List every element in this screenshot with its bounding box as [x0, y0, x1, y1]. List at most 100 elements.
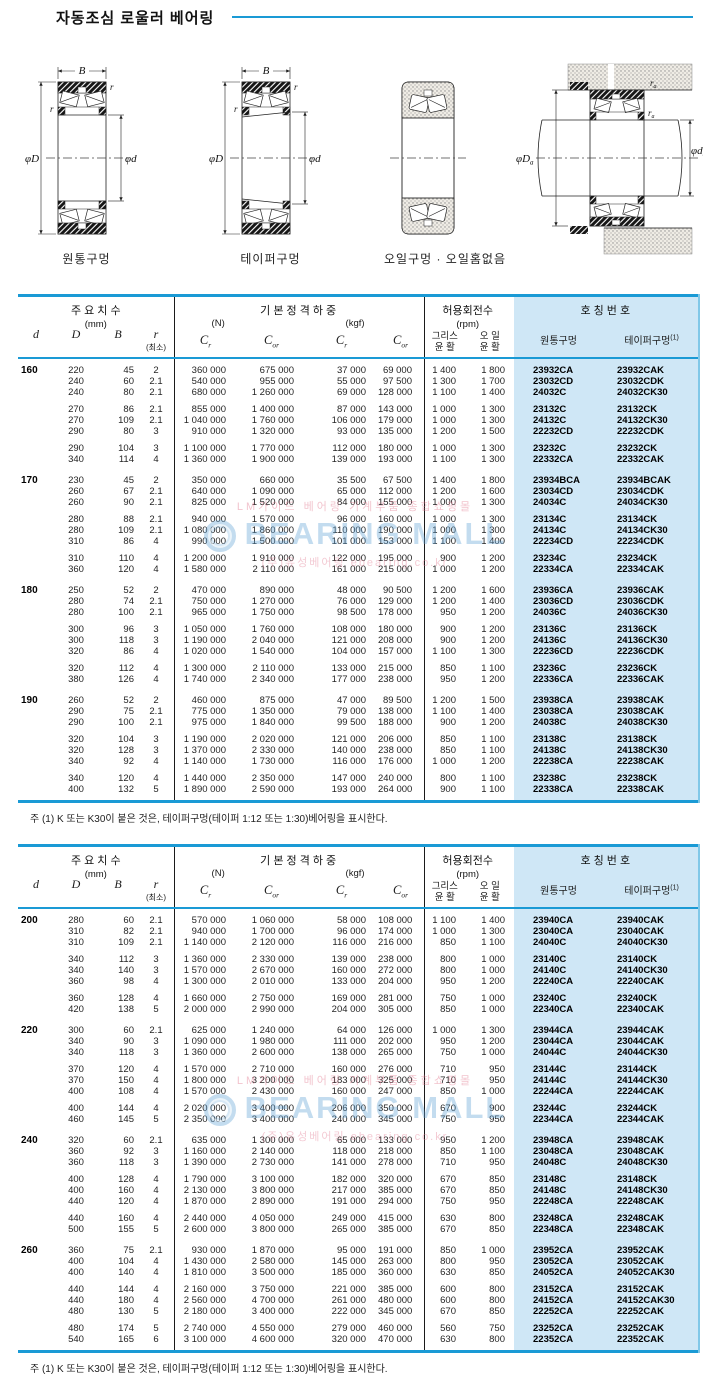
cell-tapered-bore-number: 23138CK — [617, 734, 658, 745]
cell-cr-n: 640 000 — [191, 486, 226, 497]
cell-tapered-bore-number: 22336CAK — [617, 674, 664, 685]
cell-cor-kgf: 350 000 — [378, 1103, 413, 1114]
cell-cr-n: 360 000 — [191, 365, 226, 376]
cell-grease-rpm: 1 100 — [432, 387, 456, 398]
cell-cor-kgf: 202 000 — [378, 1036, 413, 1047]
cell-chamfer-min: 3 — [153, 426, 159, 437]
cell-outer-diameter: 360 — [68, 993, 84, 1004]
cell-cr-kgf: 84 000 — [336, 497, 366, 508]
cell-cr-kgf: 185 000 — [331, 1267, 366, 1278]
spec-table-2: 주 요 치 수 (mm) d D B r (최소) 기 본 정 격 하 중 (N)… — [18, 844, 700, 1353]
cell-tapered-bore-number: 23048CAK — [617, 1146, 664, 1157]
cell-cylindrical-bore-number: 24034C — [533, 497, 567, 508]
cell-oil-rpm: 1 300 — [481, 497, 505, 508]
cell-chamfer-min: 3 — [153, 1157, 159, 1168]
row-block: 480 174 5 2 740 000 4 550 000 279 000 460 000 5… — [18, 1323, 698, 1345]
row-block: 160 220 45 2 360 000 675 000 37 000 69 000 1 400… — [18, 365, 698, 398]
cell-cr-kgf: 69 000 — [336, 387, 366, 398]
dim-label-ra: ra — [650, 78, 657, 90]
cell-cor-n: 1 760 000 — [251, 415, 294, 426]
bearing-row: 400 160 4 2 130 000 3 800 000 217 000 385 000 6… — [18, 1185, 698, 1196]
cell-cor-kgf: 320 000 — [378, 1174, 413, 1185]
cell-chamfer-min: 4 — [153, 1284, 159, 1295]
cell-cor-kgf: 90 500 — [382, 585, 412, 596]
cell-outer-diameter: 420 — [68, 1004, 84, 1015]
cell-cr-kgf: 193 000 — [331, 784, 366, 795]
cell-outer-diameter: 300 — [68, 635, 84, 646]
col-header-grease: 그리스 윤 활 — [431, 331, 458, 353]
cell-outer-diameter: 290 — [68, 426, 84, 437]
cell-outer-diameter: 400 — [68, 1174, 84, 1185]
cell-grease-rpm: 1 000 — [432, 564, 456, 575]
cell-oil-rpm: 1 200 — [481, 564, 505, 575]
cell-cor-kgf: 247 000 — [378, 1086, 413, 1097]
cell-cr-kgf: 206 000 — [331, 1103, 366, 1114]
cell-cr-n: 1 200 000 — [183, 553, 226, 564]
cell-cylindrical-bore-number: 24138C — [533, 745, 567, 756]
cell-oil-rpm: 1 800 — [481, 365, 505, 376]
page-header: 자동조심 로울러 베어링 — [0, 0, 703, 30]
cell-cor-kgf: 190 000 — [378, 525, 413, 536]
cell-cylindrical-bore-number: 23232C — [533, 443, 567, 454]
cell-cr-n: 940 000 — [191, 514, 226, 525]
cell-cylindrical-bore-number: 22252CA — [533, 1306, 574, 1317]
cell-tapered-bore-number: 23948CAK — [617, 1135, 664, 1146]
bearing-row: 260 67 2.1 640 000 1 090 000 65 000 112 000 1 2… — [18, 486, 698, 497]
cell-cor-n: 1 870 000 — [251, 1245, 294, 1256]
cell-cor-n: 2 040 000 — [251, 635, 294, 646]
cell-bore-diameter — [18, 706, 54, 717]
cell-tapered-bore-number: 23238CK — [617, 773, 658, 784]
cell-width: 114 — [118, 454, 134, 465]
cell-cr-n: 1 800 000 — [183, 1075, 226, 1086]
cell-cor-kgf: 195 000 — [378, 553, 413, 564]
cell-outer-diameter: 400 — [68, 784, 84, 795]
col-header-cr-n: Cr — [199, 332, 212, 350]
cell-outer-diameter: 440 — [68, 1196, 84, 1207]
cell-cor-n: 2 120 000 — [251, 937, 294, 948]
cell-cylindrical-bore-number: 24052CA — [533, 1267, 574, 1278]
cell-cylindrical-bore-number: 22336CA — [533, 674, 574, 685]
cell-tapered-bore-number: 23234CK — [617, 553, 658, 564]
cell-cr-n: 2 130 000 — [183, 1185, 226, 1196]
col-header-D: D — [71, 327, 81, 341]
header-basic-load-rating: 기 본 정 격 하 중 (N) (kgf) Cr Cor Cr Cor — [174, 297, 423, 357]
dim-label-B: B — [263, 65, 270, 77]
cell-oil-rpm: 850 — [489, 1267, 505, 1278]
cell-cr-kgf: 65 000 — [336, 486, 366, 497]
cell-tapered-bore-number: 24048CK30 — [617, 1157, 668, 1168]
bearing-row: 290 75 2.1 775 000 1 350 000 79 000 138 000 1 1… — [18, 706, 698, 717]
cell-outer-diameter: 480 — [68, 1306, 84, 1317]
row-block: 360 128 4 1 660 000 2 750 000 169 000 281 000 7… — [18, 993, 698, 1015]
cell-cylindrical-bore-number: 23936CA — [533, 585, 574, 596]
cell-bore-diameter — [18, 1075, 54, 1086]
cell-oil-rpm: 1 400 — [481, 706, 505, 717]
cell-bore-diameter — [18, 1224, 54, 1235]
cell-cr-n: 1 300 000 — [183, 976, 226, 987]
cell-bore-diameter — [18, 564, 54, 575]
cell-cylindrical-bore-number: 22238CA — [533, 756, 574, 767]
cell-cor-kgf: 294 000 — [378, 1196, 413, 1207]
cell-cor-n: 2 020 000 — [251, 734, 294, 745]
cell-grease-rpm: 950 — [440, 976, 456, 987]
dim-label-r: r — [110, 82, 114, 92]
cell-bore-diameter — [18, 1185, 54, 1196]
cell-tapered-bore-number: 23152CAK — [617, 1284, 664, 1295]
cell-bore-diameter — [18, 926, 54, 937]
cell-cor-n: 1 540 000 — [251, 646, 294, 657]
col-header-cylindrical-bore: 원통구멍 — [540, 336, 577, 347]
bearing-row: 310 110 4 1 200 000 1 910 000 122 000 195 000 9… — [18, 553, 698, 564]
cell-chamfer-min: 4 — [153, 536, 159, 547]
cell-oil-rpm: 850 — [489, 1185, 505, 1196]
cell-cr-kgf: 118 000 — [332, 1146, 366, 1157]
cell-bore-diameter — [18, 486, 54, 497]
cell-bore-diameter — [18, 1256, 54, 1267]
bearing-row: 320 104 3 1 190 000 2 020 000 121 000 206 000 8… — [18, 734, 698, 745]
page-title: 자동조심 로울러 베어링 — [56, 10, 215, 27]
cell-cor-n: 1 730 000 — [251, 756, 294, 767]
bearing-row: 240 320 60 2.1 635 000 1 300 000 65 000 133 000… — [18, 1135, 698, 1146]
cell-width: 180 — [118, 1295, 134, 1306]
cell-oil-rpm: 1 500 — [481, 426, 505, 437]
cell-width: 120 — [118, 1196, 134, 1207]
cell-outer-diameter: 320 — [68, 646, 84, 657]
col-header-cor-n: Cor — [264, 332, 280, 350]
